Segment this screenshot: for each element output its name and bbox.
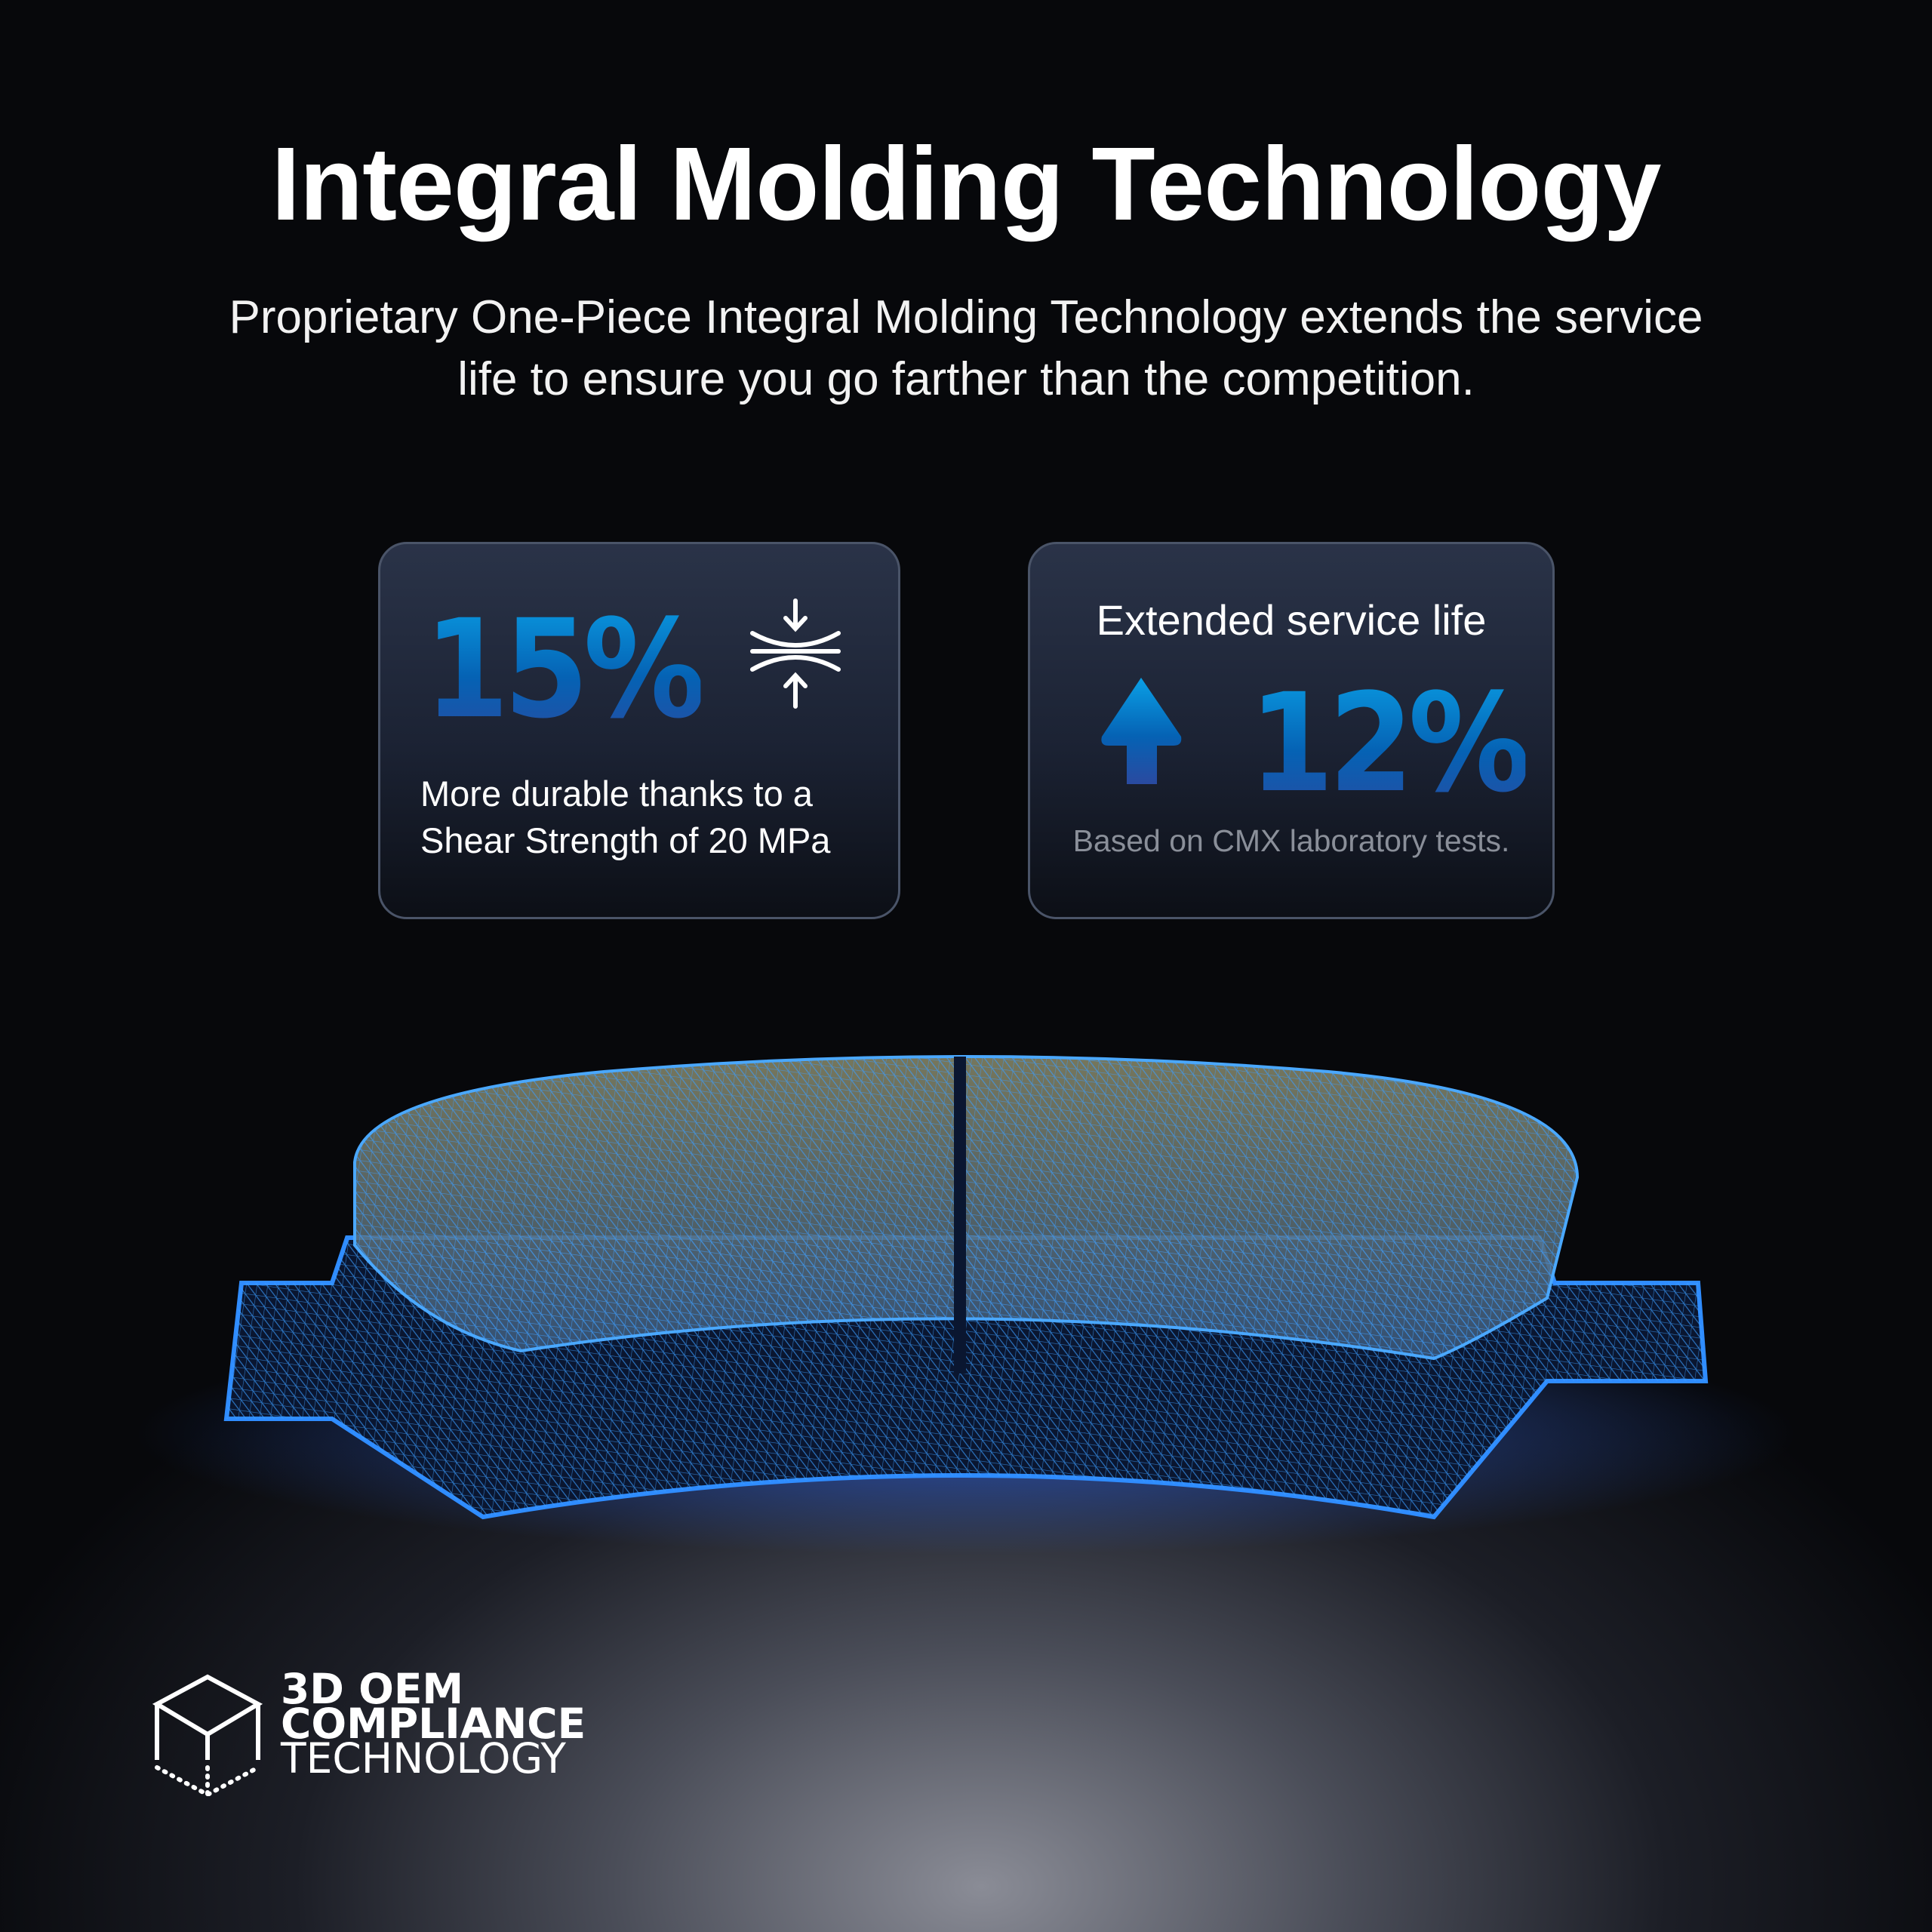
desc-line: Shear Strength of 20 MPa [420, 820, 831, 860]
logo-line: 3D OEM [281, 1665, 464, 1713]
cube-icon [152, 1674, 263, 1796]
arrow-up-icon [1101, 678, 1182, 784]
brake-pad-wireframe [136, 1055, 1796, 1555]
test-note: Based on CMX laboratory tests. [1072, 823, 1510, 858]
subtitle: Proprietary One-Piece Integral Molding T… [136, 287, 1796, 411]
durability-value: 15% [424, 591, 706, 749]
page-title: Integral Molding Technology [271, 126, 1661, 242]
compression-icon [750, 598, 841, 709]
desc-line: More durable thanks to a [420, 774, 813, 814]
durability-description: More durable thanks to a Shear Strength … [420, 771, 830, 864]
service-life-card: Extended service life 12% Based on CMX l… [1028, 542, 1555, 919]
service-life-value: 12% [1249, 665, 1531, 823]
service-life-heading: Extended service life [1096, 596, 1487, 644]
logo-line: TECHNOLOGY [281, 1734, 566, 1783]
subtitle-line: life to ensure you go farther than the c… [457, 353, 1475, 405]
subtitle-line: Proprietary One-Piece Integral Molding T… [229, 291, 1703, 343]
logo-text: 3D OEM COMPLIANCE TECHNOLOGY [281, 1665, 586, 1783]
logo-line: COMPLIANCE [281, 1700, 586, 1748]
durability-card: 15% More durable thanks to a Shear Stren… [378, 542, 900, 919]
